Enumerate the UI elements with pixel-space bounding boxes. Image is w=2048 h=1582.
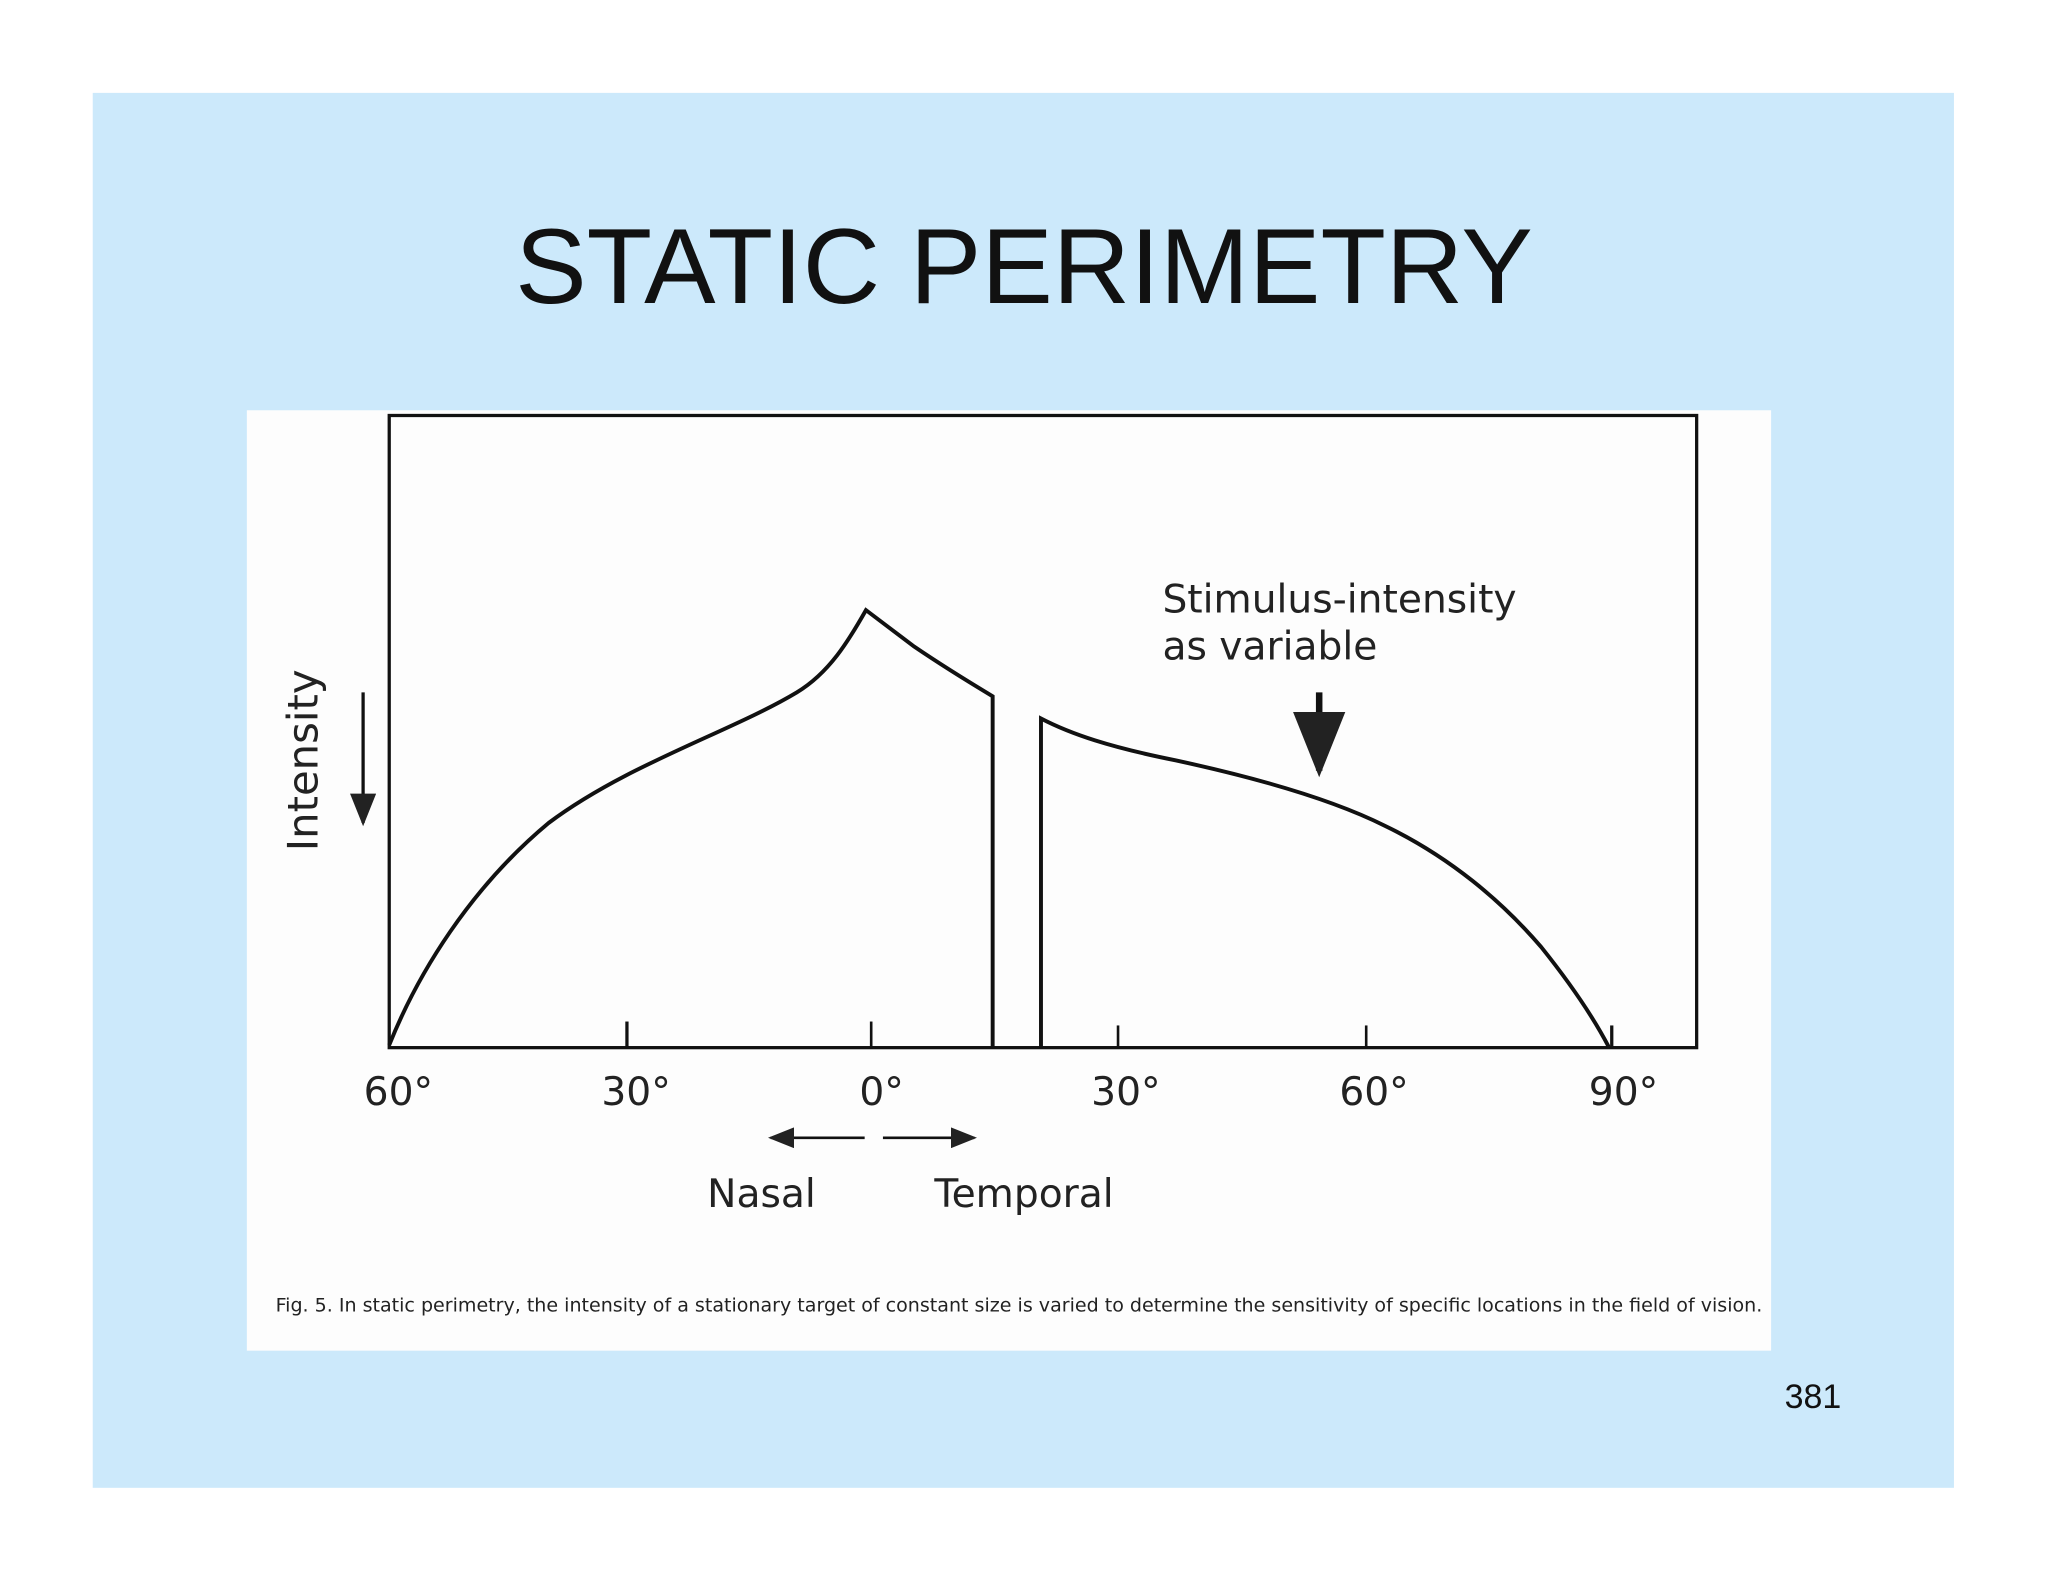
- figure-caption: Fig. 5. In static perimetry, the intensi…: [276, 1294, 1763, 1316]
- slide-title: STATIC PERIMETRY: [515, 206, 1533, 326]
- direction-label: Nasal: [707, 1172, 816, 1217]
- annotation: as variable: [1162, 625, 1377, 670]
- x-tick-label: 30°: [1091, 1070, 1160, 1115]
- x-tick-label: 60°: [1339, 1070, 1408, 1115]
- figure-plot: [350, 413, 1699, 1149]
- direction-label: Temporal: [933, 1172, 1113, 1217]
- x-tick-label: 0°: [859, 1070, 904, 1115]
- x-tick-label: 90°: [1589, 1070, 1658, 1115]
- page-number: 381: [1785, 1378, 1842, 1416]
- x-tick-label: 60°: [364, 1070, 433, 1115]
- x-tick-label: 30°: [601, 1070, 670, 1115]
- annotation: Stimulus-intensity: [1162, 578, 1516, 623]
- y-axis-label: Intensity: [278, 669, 327, 851]
- figure-panel: [246, 410, 1772, 1351]
